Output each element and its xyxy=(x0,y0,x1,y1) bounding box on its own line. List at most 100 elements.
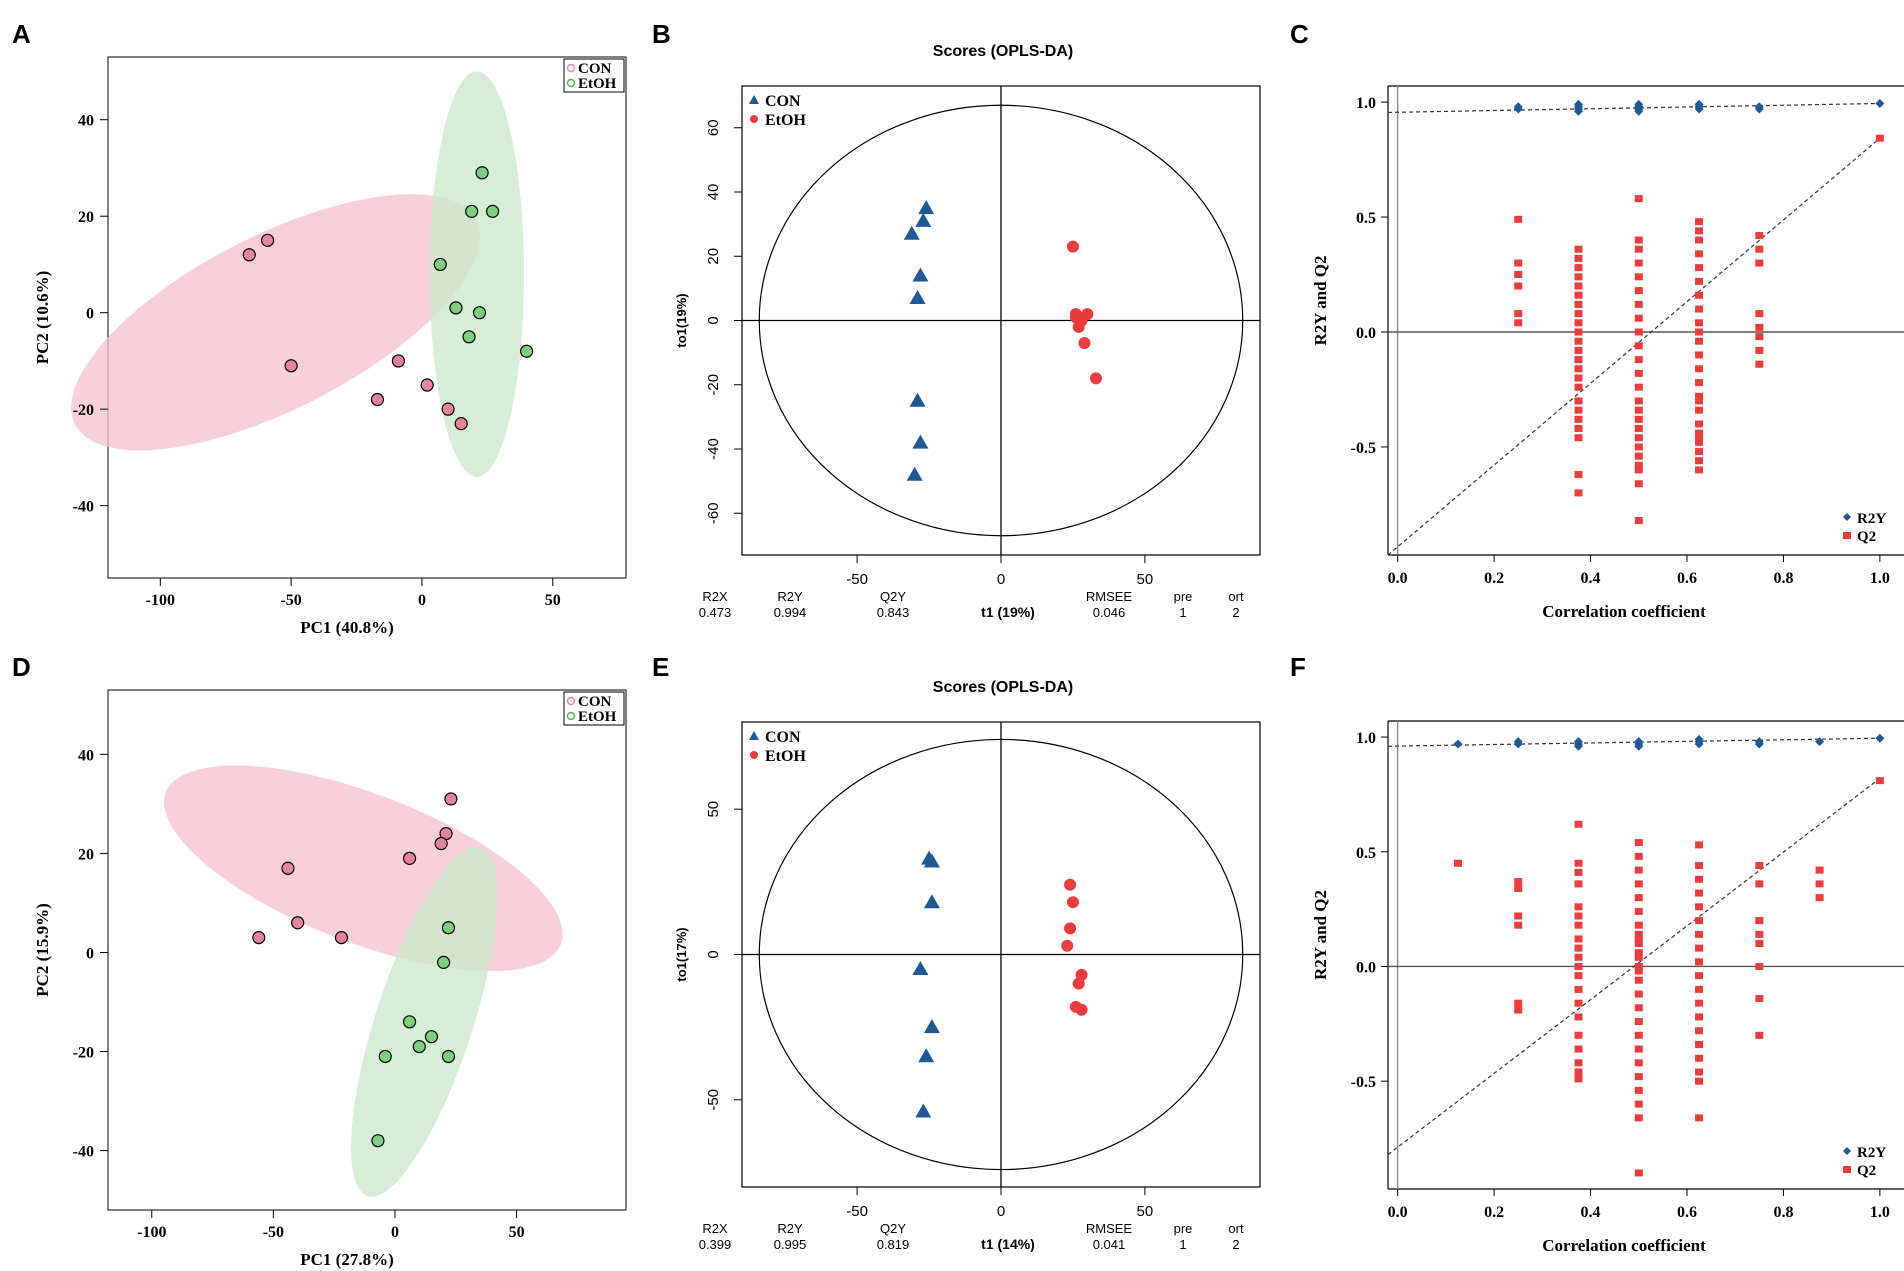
data-point-r2y xyxy=(1513,737,1523,747)
y-tick-label: 40 xyxy=(705,184,722,201)
x-tick-label: 1.0 xyxy=(1870,1204,1890,1221)
data-point-con xyxy=(915,212,932,227)
data-point-con xyxy=(923,853,940,868)
y-tick-label: -0.5 xyxy=(1351,1074,1376,1091)
data-point-con xyxy=(420,378,434,392)
data-point-etoh xyxy=(1069,311,1082,324)
data-point-q2 xyxy=(1514,282,1523,290)
x-tick-label: 0.8 xyxy=(1773,570,1793,587)
legend-marker-con xyxy=(566,63,576,73)
y-tick-label: 1.0 xyxy=(1356,95,1376,112)
stat-value: 2 xyxy=(1232,1237,1239,1252)
data-point-q2 xyxy=(1634,314,1643,322)
data-point-q2 xyxy=(1755,930,1764,938)
legend-marker-r2y xyxy=(1843,1147,1851,1155)
stat-value: 2 xyxy=(1232,605,1239,620)
opls-panel-B: Scores (OPLS-DA) -50 0 50 -60 -40 -20 0 20 40 60 to… xyxy=(674,43,1261,620)
data-point-q2 xyxy=(1634,1031,1643,1039)
data-point-q2 xyxy=(1574,912,1583,920)
data-point-q2 xyxy=(1574,999,1583,1007)
data-point-q2 xyxy=(1634,953,1643,961)
data-point-con xyxy=(903,225,920,240)
data-point-q2 xyxy=(1634,452,1643,460)
data-point-q2 xyxy=(1574,319,1583,327)
data-point-etoh xyxy=(1066,896,1079,909)
data-point-con xyxy=(291,916,305,930)
y-tick-label: -40 xyxy=(705,438,722,460)
y-tick-label: 20 xyxy=(78,846,94,863)
stat-value: 0.819 xyxy=(877,1237,910,1252)
data-point-r2y xyxy=(1634,99,1644,109)
data-point-con xyxy=(454,417,468,431)
data-point-q2 xyxy=(1574,434,1583,442)
data-point-r2y xyxy=(1573,737,1583,747)
data-point-q2 xyxy=(1755,1031,1764,1039)
stat-value: 0.399 xyxy=(699,1237,732,1252)
data-point-q2 xyxy=(1695,457,1704,465)
panel-letter: D xyxy=(12,652,31,682)
data-point-q2 xyxy=(1574,365,1583,373)
data-point-q2 xyxy=(1574,254,1583,262)
data-point-r2y xyxy=(1875,98,1885,108)
stat-header: pre xyxy=(1174,589,1193,604)
data-point-q2 xyxy=(1695,264,1704,272)
data-point-q2 xyxy=(1634,461,1643,469)
data-point-q2 xyxy=(1574,425,1583,433)
data-point-r2y xyxy=(1694,734,1704,744)
data-point-q2 xyxy=(1634,466,1643,474)
x-tick-label: 50 xyxy=(545,592,561,609)
data-point-q2 xyxy=(1755,346,1764,354)
data-point-q2 xyxy=(1695,236,1704,244)
x-tick-label: -50 xyxy=(846,571,868,588)
y-tick-label: 60 xyxy=(705,119,722,136)
data-point-etoh xyxy=(441,921,456,935)
data-point-q2 xyxy=(1695,1027,1704,1035)
data-point-q2 xyxy=(1695,1054,1704,1062)
data-point-q2 xyxy=(1634,967,1643,975)
data-point-q2 xyxy=(1755,310,1764,318)
data-point-etoh xyxy=(378,1049,392,1064)
data-point-q2 xyxy=(1634,907,1643,915)
legend-box xyxy=(563,691,625,726)
data-point-q2 xyxy=(1574,935,1583,943)
data-point-con xyxy=(260,233,275,247)
data-point-etoh xyxy=(1061,939,1074,952)
data-point-q2 xyxy=(1634,921,1643,929)
chart-title: Scores (OPLS-DA) xyxy=(933,679,1073,696)
data-point-q2 xyxy=(1514,999,1523,1007)
x-tick-label: 0.2 xyxy=(1484,1204,1504,1221)
data-point-etoh xyxy=(1072,320,1085,333)
data-point-etoh xyxy=(1072,977,1085,990)
data-point-q2 xyxy=(1574,985,1583,993)
data-point-q2 xyxy=(1695,277,1704,285)
legend-marker-etoh xyxy=(566,78,576,88)
data-point-q2 xyxy=(1574,820,1583,828)
data-point-q2 xyxy=(1514,884,1523,892)
data-point-r2y xyxy=(1453,739,1463,749)
panel-letter: B xyxy=(652,19,671,49)
data-point-con xyxy=(912,434,929,449)
data-point-q2 xyxy=(1514,215,1523,223)
data-point-con xyxy=(915,1103,932,1118)
x-tick-label: 0 xyxy=(391,1224,399,1241)
data-point-q2 xyxy=(1634,480,1643,488)
data-point-q2 xyxy=(1695,1077,1704,1085)
legend-label-q2: Q2 xyxy=(1857,529,1876,545)
legend-label-r2y: R2Y xyxy=(1857,1145,1886,1161)
stat-header: R2Y xyxy=(777,589,803,604)
data-point-q2 xyxy=(1634,866,1643,874)
legend-box xyxy=(563,58,625,93)
data-point-q2 xyxy=(1695,250,1704,258)
data-point-con xyxy=(252,931,266,945)
data-point-q2 xyxy=(1695,985,1704,993)
x-tick-label: 0 xyxy=(418,592,426,609)
data-point-q2 xyxy=(1634,406,1643,414)
opls-panel-E: Scores (OPLS-DA) -50 0 50 -50 0 50 to1(17%) CON E… xyxy=(674,679,1261,1252)
x-tick-label: 0.0 xyxy=(1388,1204,1408,1221)
data-point-etoh xyxy=(1089,372,1102,385)
data-point-q2 xyxy=(1574,310,1583,318)
permutation-panel-C: 0.0 0.2 0.4 0.6 0.8 1.0 -0.5 0.0 0.5 1.0 Correlati… xyxy=(1311,85,1904,621)
pca-panel-A: -100 -50 0 50 -40 -20 0 20 40 PC1 (40.8%) PC2 (10.… xyxy=(33,56,627,637)
data-point-r2y xyxy=(1694,99,1704,109)
stat-value: 1 xyxy=(1179,1237,1186,1252)
